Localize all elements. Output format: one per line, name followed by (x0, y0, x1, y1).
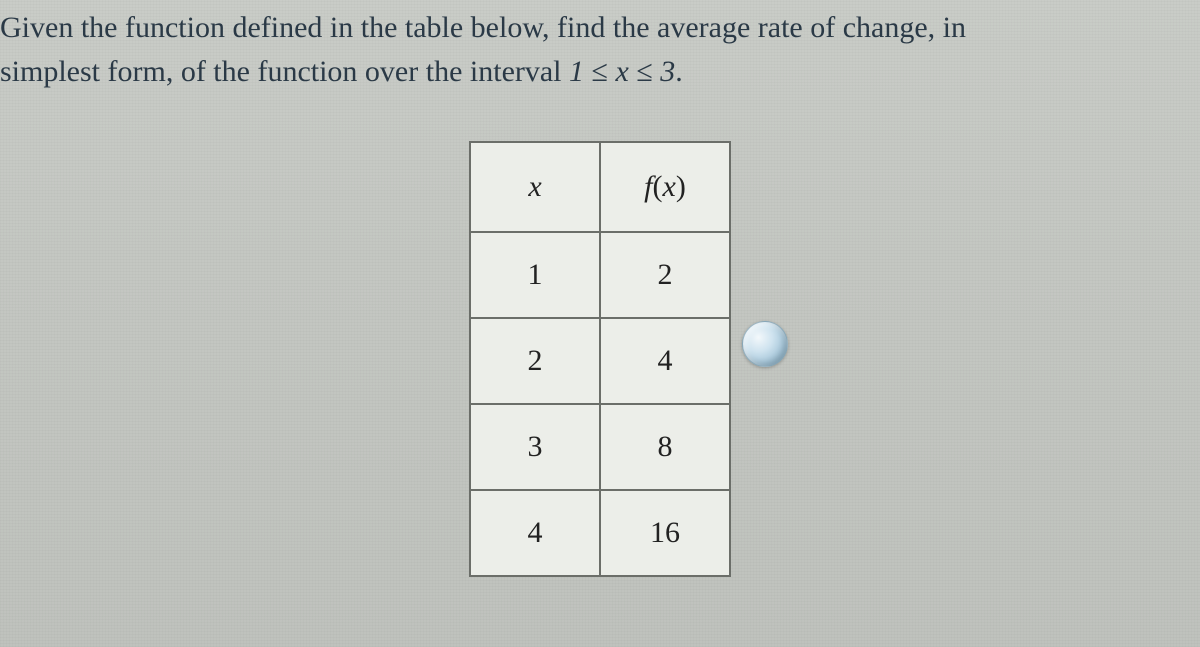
function-table: x f(x) 1 2 2 4 3 8 4 16 (469, 141, 731, 577)
header-fx-close: ) (676, 170, 686, 203)
question-prompt: Given the function defined in the table … (0, 0, 1200, 93)
header-fx-var: x (663, 170, 676, 203)
cell-x: 1 (470, 232, 600, 318)
cell-x: 4 (470, 490, 600, 576)
header-fx: f(x) (600, 142, 730, 232)
cell-fx: 16 (600, 490, 730, 576)
lens-flare-icon (742, 321, 788, 367)
interval-rhs: 3 (660, 55, 675, 88)
cell-x: 3 (470, 404, 600, 490)
table-container: x f(x) 1 2 2 4 3 8 4 16 (0, 141, 1200, 577)
interval-rel-2: ≤ (636, 55, 660, 88)
header-fx-open: ( (653, 170, 663, 203)
header-x-label: x (528, 170, 541, 203)
table-header-row: x f(x) (470, 142, 730, 232)
table-row: 1 2 (470, 232, 730, 318)
interval-var: x (616, 55, 629, 88)
cell-fx: 2 (600, 232, 730, 318)
table-row: 4 16 (470, 490, 730, 576)
header-fx-f: f (644, 170, 652, 203)
cell-fx: 8 (600, 404, 730, 490)
interval-lhs: 1 (569, 55, 584, 88)
prompt-period: . (675, 55, 683, 88)
table-row: 2 4 (470, 318, 730, 404)
header-x: x (470, 142, 600, 232)
prompt-line-1: Given the function defined in the table … (0, 11, 966, 44)
cell-fx: 4 (600, 318, 730, 404)
cell-x: 2 (470, 318, 600, 404)
table-row: 3 8 (470, 404, 730, 490)
interval-rel-1: ≤ (592, 55, 616, 88)
prompt-line-2-prefix: simplest form, of the function over the … (0, 55, 569, 88)
